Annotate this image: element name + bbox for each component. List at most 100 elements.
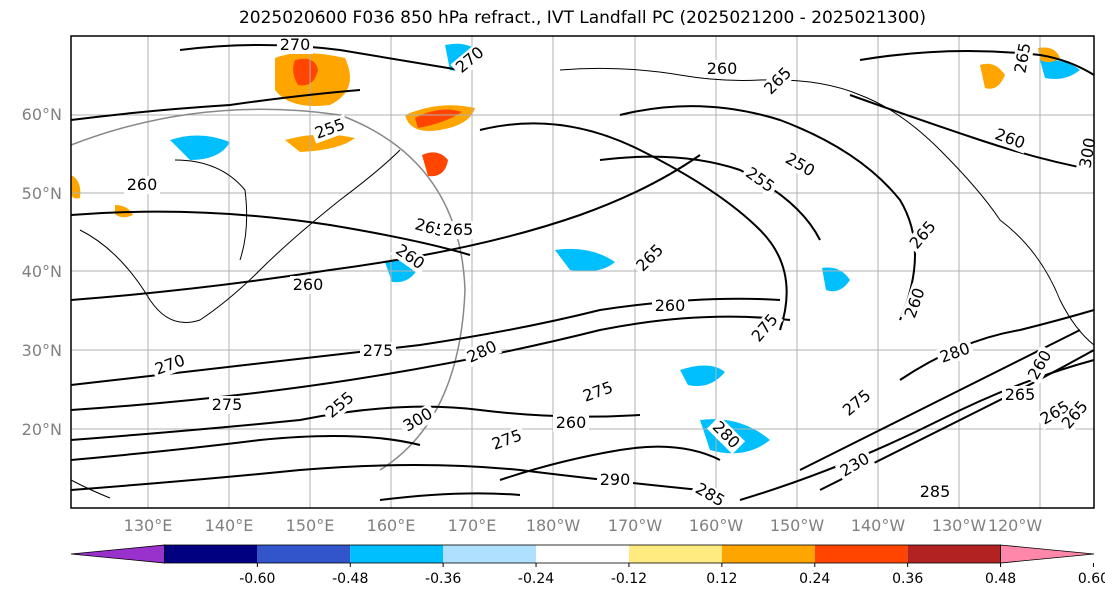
latitude-label: 30°N <box>22 341 62 360</box>
coastlines <box>70 67 1095 499</box>
contour-label: 260 <box>707 59 738 78</box>
contour-label: 290 <box>600 470 631 489</box>
contour-label: 270 <box>280 35 311 54</box>
longitude-label: 120°W <box>988 516 1043 535</box>
latitude-label: 40°N <box>22 262 62 281</box>
contour-label-bg <box>410 214 450 242</box>
longitude-label: 180°W <box>526 516 581 535</box>
contour-label-bg <box>553 414 589 432</box>
contour-label-bg <box>834 448 876 482</box>
colorbar-segment <box>814 545 908 563</box>
latitude-label: 50°N <box>22 184 62 203</box>
colorbar-segment <box>350 545 444 563</box>
colorbar-outline <box>164 544 1001 564</box>
negative-anomaly-blob <box>555 248 615 272</box>
contour-label-bg <box>746 308 784 348</box>
colorbar-segment <box>536 545 629 563</box>
contour-label: 265 <box>443 220 474 239</box>
negative-anomaly-blob <box>680 365 725 387</box>
colorbar-label: 0.60 <box>1078 571 1105 587</box>
contour-label-bg <box>320 386 360 424</box>
contour-label-bg <box>450 41 490 79</box>
contour-label-bg <box>1011 38 1035 78</box>
contour-label-bg <box>597 471 633 489</box>
contour-label-bg <box>124 176 160 194</box>
colorbar-label: 0.48 <box>985 571 1016 587</box>
colorbar-segment <box>443 545 537 563</box>
positive-anomaly-blob <box>980 63 1005 89</box>
negative-anomaly-blob <box>1040 59 1080 79</box>
contour-label-bg <box>277 36 313 54</box>
colorbar-label: -0.60 <box>239 571 275 587</box>
longitude-label: 150°W <box>770 516 825 535</box>
colorbar-segment <box>907 545 1001 563</box>
colorbar-segment <box>721 545 815 563</box>
negative-anomaly-blob <box>822 267 850 292</box>
longitude-label: 150°E <box>286 516 335 535</box>
contour-label-bg <box>461 336 503 368</box>
contour-label-bg <box>779 148 821 182</box>
contour-label: 275 <box>363 341 394 360</box>
positive-anomaly-blob <box>285 134 355 152</box>
contour-label-bg <box>900 283 930 323</box>
contour-label-bg <box>487 425 527 455</box>
contour-label-bg <box>578 377 618 407</box>
contour-label-bg <box>990 124 1030 154</box>
contour-label-bg <box>706 415 746 455</box>
contour-label-bg <box>917 483 953 501</box>
contour-label-bg <box>290 276 326 294</box>
contour-label-bg <box>689 478 731 512</box>
colorbar-label: 0.36 <box>892 571 923 587</box>
contour-label: 265 <box>1005 385 1036 404</box>
contour-label-bg <box>904 215 942 255</box>
longitude-label: 140°W <box>851 516 906 535</box>
contour-label-bg <box>630 238 670 278</box>
contour-label: 275 <box>212 395 243 414</box>
colorbar-label: -0.24 <box>518 571 554 587</box>
latitude-labels: 60°N 50°N 40°N 30°N 20°N <box>22 105 62 439</box>
colorbar-label: -0.48 <box>332 571 368 587</box>
longitude-label: 170°E <box>448 516 497 535</box>
colorbar-label: -0.12 <box>611 571 647 587</box>
contour-label-bg <box>1034 396 1076 430</box>
colorbar-low-extend <box>70 544 165 564</box>
contour-label-bg <box>310 114 350 144</box>
contour-label-bg <box>704 60 740 78</box>
contour-label-bg <box>360 342 396 360</box>
positive-anomaly-blob <box>115 205 133 218</box>
contour-label: 300 <box>1075 136 1099 169</box>
contour-label-bg <box>390 239 430 275</box>
map-area[interactable] <box>71 36 1094 508</box>
colorbar-segment <box>164 545 258 563</box>
longitude-label: 160°E <box>367 516 416 535</box>
longitude-label: 170°W <box>608 516 663 535</box>
contour-label-bg <box>150 350 190 380</box>
colorbar-label: 0.24 <box>799 571 830 587</box>
contour-label-bg <box>440 221 476 239</box>
contour-label-bg <box>837 384 877 422</box>
strong-positive-anomaly-blob <box>422 152 448 177</box>
contour-label-bg <box>652 297 688 315</box>
colorbar: -0.60 -0.48 -0.36 -0.24 -0.12 0.12 0.24 0.36 0.4… <box>70 544 1105 587</box>
contour-label: 260 <box>293 275 324 294</box>
contour-label-bg <box>1002 386 1038 404</box>
contour-label-bg <box>740 162 780 198</box>
map-title: 2025020600 F036 850 hPa refract., IVT La… <box>238 8 926 28</box>
contour-label: 260 <box>655 296 686 315</box>
contour-label: 260 <box>556 413 587 432</box>
longitude-labels: 130°E 140°E 150°E 160°E 170°E 180°W 170°W 160°W… <box>124 516 1043 535</box>
contour-label-bg <box>1023 344 1057 386</box>
contour-label-bg <box>1056 395 1094 435</box>
colorbar-label: -0.36 <box>425 571 461 587</box>
latitude-label: 60°N <box>22 105 62 124</box>
colorbar-segment <box>628 545 722 563</box>
contour-label-bg <box>397 403 439 437</box>
colorbar-high-extend <box>1000 544 1095 564</box>
strong-positive-anomaly-blob <box>293 58 318 86</box>
strong-positive-anomaly-blob <box>415 109 462 128</box>
negative-anomaly-blob <box>170 135 230 160</box>
map-frame <box>70 35 1095 509</box>
colorbar-label: 0.12 <box>706 571 737 587</box>
